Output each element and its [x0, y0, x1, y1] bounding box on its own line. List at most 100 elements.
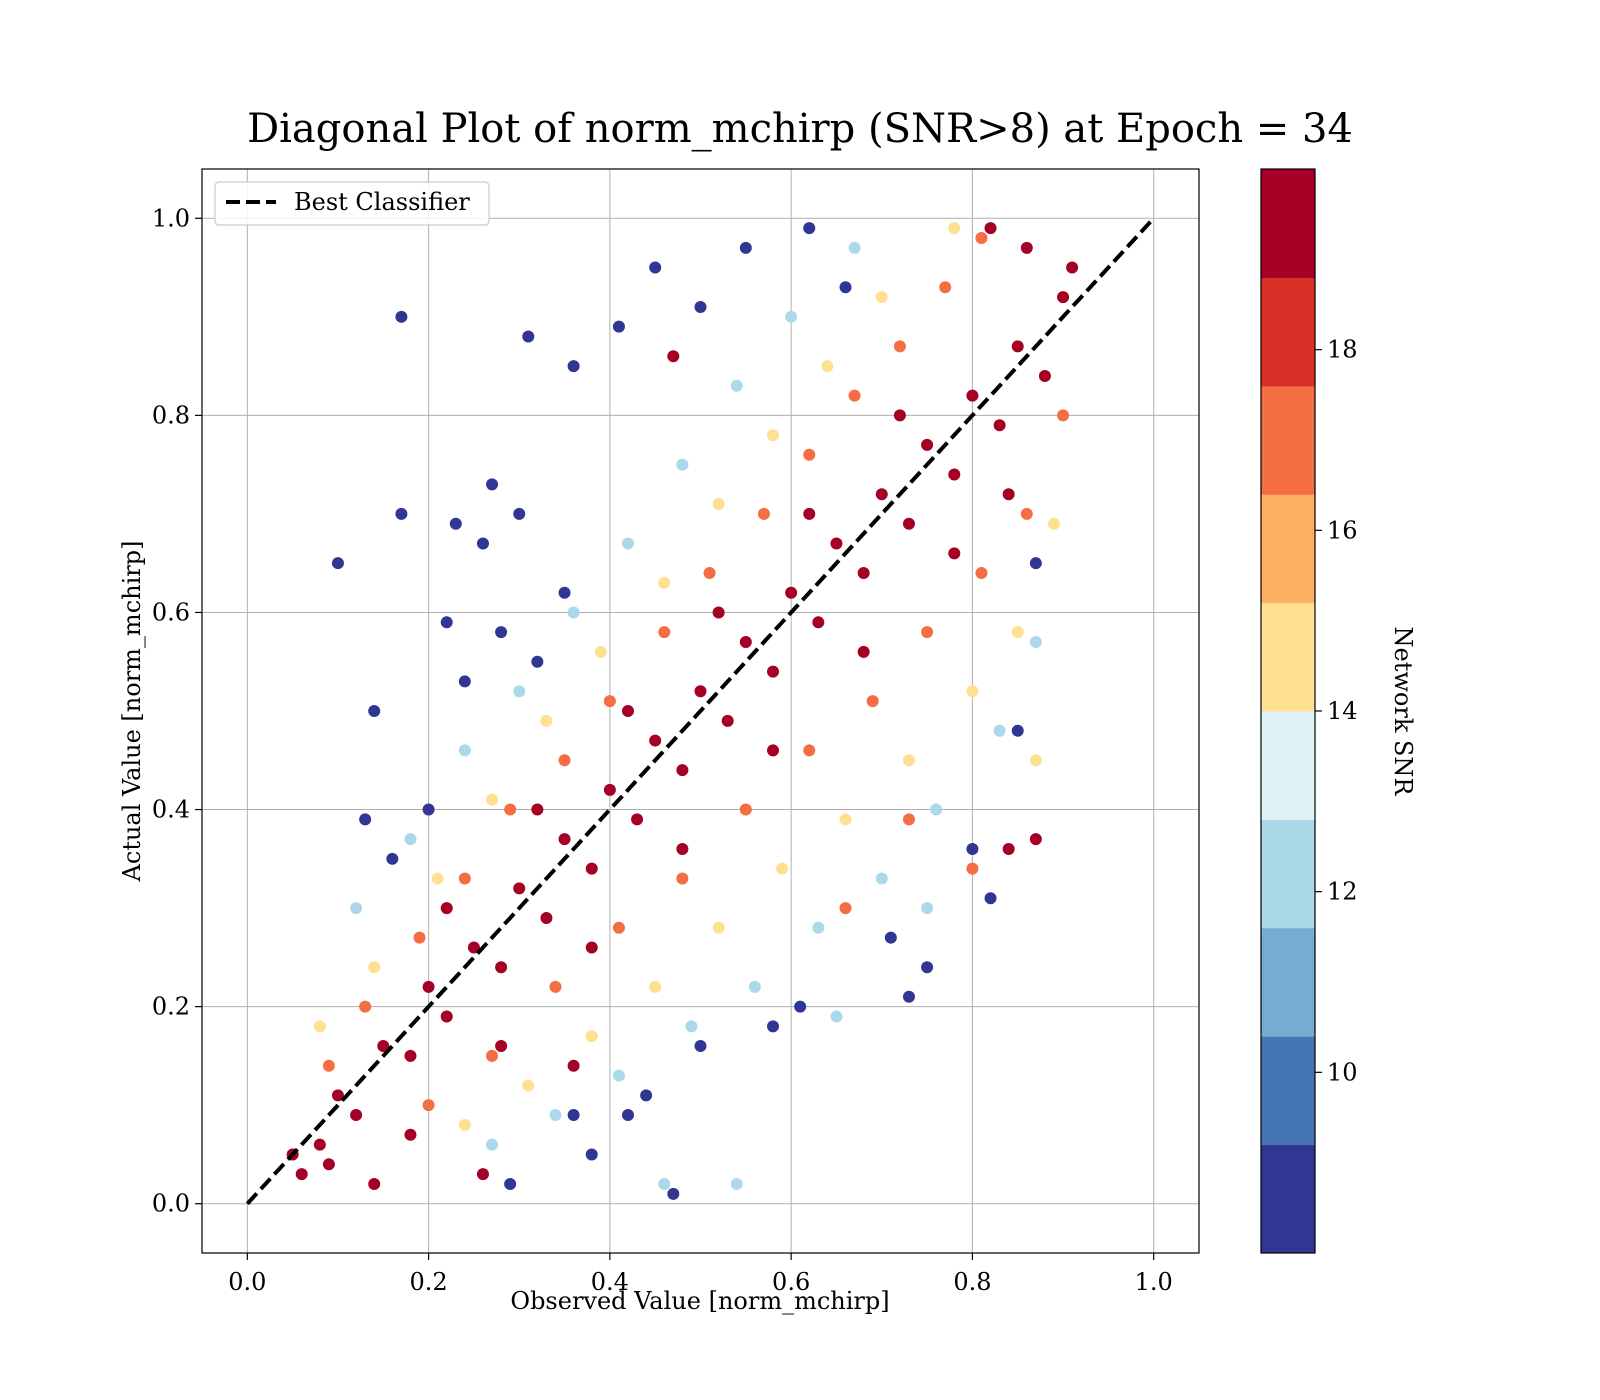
data-point: [893, 340, 906, 353]
data-point: [812, 616, 825, 629]
data-point: [658, 1178, 671, 1191]
data-point: [739, 803, 752, 816]
data-point: [902, 990, 915, 1003]
colorbar-band: [1261, 277, 1315, 387]
data-point: [395, 310, 408, 323]
data-point: [368, 961, 381, 974]
data-point: [621, 537, 634, 550]
x-tick-label: 0.4: [591, 1268, 629, 1296]
x-tick-label: 0.2: [410, 1268, 448, 1296]
data-point: [676, 764, 689, 777]
data-point: [649, 980, 662, 993]
data-point: [830, 537, 843, 550]
data-point: [486, 1049, 499, 1062]
data-point: [612, 320, 625, 333]
data-point: [785, 586, 798, 599]
data-point: [1011, 724, 1024, 737]
data-point: [794, 1000, 807, 1013]
data-point: [739, 241, 752, 254]
data-point: [612, 921, 625, 934]
data-point: [730, 379, 743, 392]
data-point: [458, 744, 471, 757]
plot-frame: [201, 168, 1200, 1254]
data-point: [848, 389, 861, 402]
data-point: [776, 862, 789, 875]
data-point: [993, 724, 1006, 737]
data-point: [1057, 291, 1070, 304]
data-point: [902, 754, 915, 767]
data-point: [1038, 369, 1051, 382]
data-point: [558, 586, 571, 599]
data-point: [567, 360, 580, 373]
data-point: [975, 567, 988, 580]
x-axis-label: Observed Value [norm_mchirp]: [510, 1287, 889, 1315]
data-point: [930, 803, 943, 816]
colorbar-tick-label: 14: [1327, 697, 1358, 725]
data-point: [1066, 261, 1079, 274]
data-point: [875, 291, 888, 304]
legend-box: [214, 181, 490, 226]
chart-title: Diagonal Plot of norm_mchirp (SNR>8) at …: [247, 106, 1353, 152]
data-point: [839, 281, 852, 294]
data-point: [504, 1178, 517, 1191]
data-point: [1002, 842, 1015, 855]
data-point: [857, 645, 870, 658]
data-point: [486, 1138, 499, 1151]
colorbar-band: [1261, 169, 1315, 278]
data-point: [359, 1000, 372, 1013]
data-point: [848, 241, 861, 254]
data-point: [386, 852, 399, 865]
data-point: [984, 222, 997, 235]
data-point: [621, 1109, 634, 1122]
best-classifier-line: [245, 216, 1156, 1206]
data-point: [422, 1099, 435, 1112]
data-point: [558, 754, 571, 767]
data-point: [948, 547, 961, 560]
data-point: [875, 488, 888, 501]
data-point: [1011, 626, 1024, 639]
y-tick-label: 0.2: [152, 993, 190, 1021]
data-point: [322, 1158, 335, 1171]
data-point: [721, 714, 734, 727]
data-point: [658, 576, 671, 589]
data-point: [540, 911, 553, 924]
data-point: [803, 448, 816, 461]
data-point: [612, 1069, 625, 1082]
data-point: [1002, 488, 1015, 501]
data-point: [902, 813, 915, 826]
data-point: [495, 961, 508, 974]
data-point: [594, 645, 607, 658]
data-point: [975, 231, 988, 244]
x-tick-label: 0.0: [228, 1268, 266, 1296]
data-point: [440, 1010, 453, 1023]
data-point: [785, 310, 798, 323]
data-point: [921, 438, 934, 451]
data-point: [368, 705, 381, 717]
data-point: [422, 803, 435, 816]
data-point: [1029, 636, 1042, 649]
y-axis-label: Actual Value [norm_mchirp]: [118, 541, 146, 883]
colorbar-band: [1261, 711, 1315, 820]
x-axis-ticks: 0.0 0.2 0.4 0.6 0.8 1.0: [228, 1253, 1173, 1296]
y-tick-label: 0.8: [152, 401, 190, 429]
data-point: [812, 921, 825, 934]
colorbar-ticks: 10 12 14 16 18: [1315, 336, 1358, 1086]
data-point: [857, 567, 870, 580]
colorbar-band: [1261, 1036, 1315, 1146]
data-point: [504, 803, 517, 816]
data-point: [667, 1187, 680, 1200]
data-point: [993, 419, 1006, 432]
data-point: [803, 222, 816, 235]
y-axis-ticks: 0.0 0.2 0.4 0.6 0.8 1.0: [152, 204, 202, 1218]
data-point: [585, 862, 598, 875]
data-point: [440, 616, 453, 629]
data-point: [621, 705, 634, 717]
data-point: [921, 626, 934, 639]
data-point: [658, 626, 671, 639]
data-point: [703, 567, 716, 580]
data-point: [567, 1059, 580, 1072]
data-point: [377, 1040, 390, 1053]
data-point: [966, 842, 979, 855]
data-point: [884, 931, 897, 944]
data-point: [1057, 409, 1070, 422]
